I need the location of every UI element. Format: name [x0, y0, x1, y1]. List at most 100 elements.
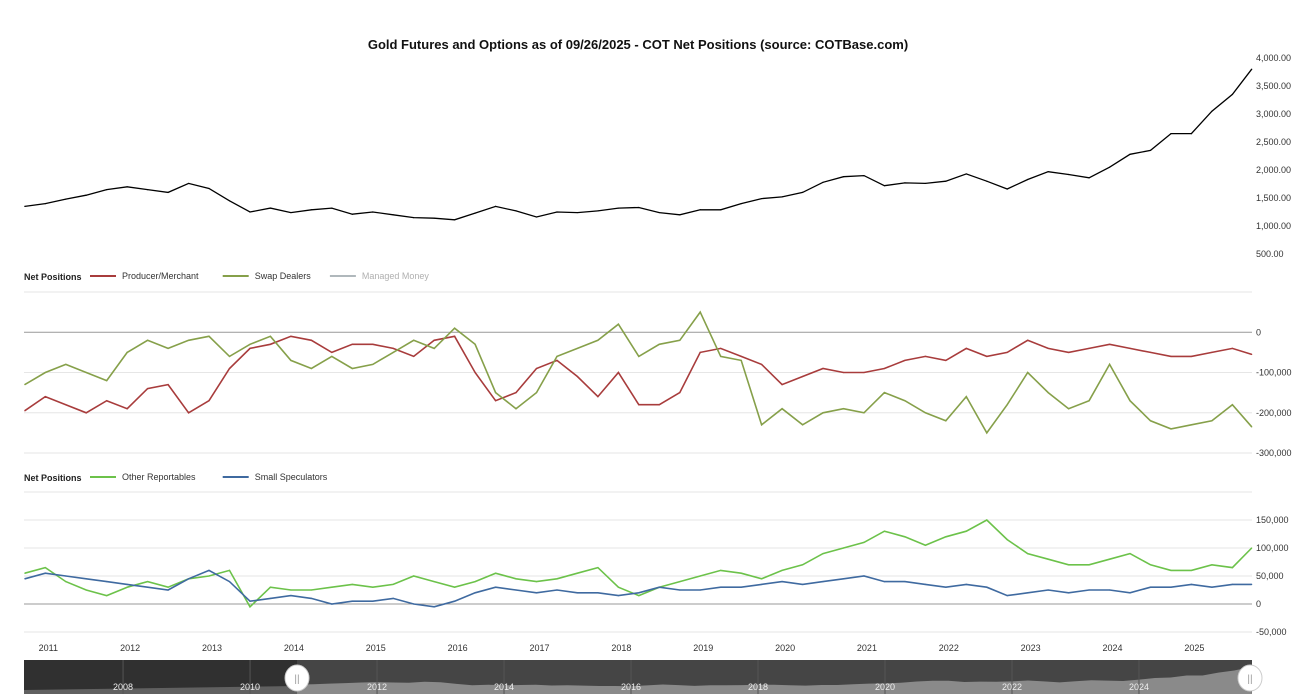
legend-label[interactable]: Swap Dealers: [255, 271, 312, 281]
x-tick-label: 2023: [1021, 643, 1041, 653]
data-point: [1006, 595, 1008, 597]
data-point: [904, 400, 906, 402]
legend-item[interactable]: Small Speculators: [222, 472, 328, 482]
data-point: [1108, 363, 1111, 366]
data-point: [208, 569, 210, 572]
x-tick-label: 2024: [1103, 643, 1123, 653]
data-point: [85, 589, 87, 591]
data-point: [65, 581, 67, 583]
data-point: [85, 412, 87, 414]
x-tick-label: 2022: [939, 643, 959, 653]
y-tick-label: 3,000.00: [1256, 109, 1291, 119]
data-point: [494, 572, 497, 574]
y-tick-label: 2,000.00: [1256, 165, 1291, 175]
data-point: [617, 323, 619, 325]
data-point: [576, 211, 579, 214]
data-point: [1190, 569, 1193, 572]
legend-label[interactable]: Small Speculators: [255, 472, 328, 482]
data-point: [187, 339, 190, 341]
y-tick-label: 1,500.00: [1256, 193, 1291, 203]
data-point: [147, 388, 149, 390]
data-point: [1108, 343, 1111, 345]
data-point: [945, 586, 947, 588]
data-point: [1068, 592, 1070, 594]
data-point: [24, 383, 26, 386]
data-point: [986, 432, 988, 434]
data-point: [331, 603, 333, 605]
data-point: [269, 343, 272, 345]
legend-label[interactable]: Managed Money: [362, 271, 430, 281]
data-point: [679, 392, 681, 394]
data-point: [965, 396, 967, 398]
data-point: [720, 586, 722, 588]
data-point: [413, 355, 415, 357]
data-point: [290, 595, 292, 597]
data-point: [1231, 404, 1233, 406]
data-point: [638, 206, 640, 209]
data-point: [781, 569, 783, 572]
panel-2: -300,000 -200,000 -100,000 0: [24, 291, 1292, 458]
data-point: [842, 547, 845, 549]
data-point: [290, 335, 292, 337]
data-point: [44, 396, 46, 398]
navigator-tick-label: 2016: [621, 682, 641, 692]
legend-title: Net Positions: [24, 272, 82, 282]
data-point: [781, 581, 783, 583]
data-point: [167, 347, 169, 349]
data-point: [44, 371, 46, 374]
handle-grip-icon: [1237, 664, 1263, 692]
data-point: [474, 592, 476, 594]
y-tick-label: 3,500.00: [1256, 81, 1291, 91]
data-point: [147, 189, 149, 191]
data-point: [1068, 564, 1070, 566]
series-line-price: [24, 68, 1253, 221]
x-tick-label: 2019: [693, 643, 713, 653]
data-point: [965, 173, 967, 175]
data-point: [494, 205, 497, 207]
data-point: [249, 600, 251, 602]
data-point: [801, 375, 804, 378]
data-point: [576, 375, 579, 378]
panel-1: 500.00 1,000.00 1,500.00 2,000.00 2,500.00 3,…: [24, 53, 1291, 259]
data-point: [597, 339, 599, 341]
navigator-handle-left[interactable]: ||: [284, 664, 310, 692]
data-point: [474, 212, 476, 214]
x-tick-label: 2015: [366, 643, 386, 653]
data-point: [720, 355, 722, 357]
chart-title: Gold Futures and Options as of 09/26/202…: [368, 37, 908, 52]
legend-label[interactable]: Producer/Merchant: [122, 271, 199, 281]
data-point: [535, 367, 538, 370]
data-point: [1027, 371, 1029, 374]
y-tick-label: -200,000: [1256, 408, 1292, 418]
data-point: [106, 189, 108, 191]
navigator-handle-right[interactable]: ||: [1237, 664, 1263, 692]
legend-item[interactable]: Producer/Merchant: [90, 271, 199, 281]
legend-label[interactable]: Other Reportables: [122, 472, 196, 482]
legend-item[interactable]: Managed Money: [329, 271, 430, 281]
data-point: [331, 355, 333, 357]
data-point: [658, 404, 660, 406]
data-point: [1129, 347, 1131, 349]
data-point: [44, 572, 46, 574]
legend-title: Net Positions: [24, 473, 82, 483]
data-point: [208, 575, 210, 577]
data-point: [863, 575, 865, 577]
data-point: [1006, 351, 1008, 353]
data-point: [126, 351, 128, 353]
x-tick-label: 2018: [611, 643, 631, 653]
data-point: [822, 412, 824, 414]
data-point: [454, 586, 456, 588]
data-point: [1068, 173, 1070, 176]
data-point: [986, 355, 988, 357]
navigator[interactable]: 2008 2010 2012 2014 2016 2018 2020 2022 2024 || ||: [24, 660, 1263, 694]
data-point: [1211, 351, 1213, 353]
data-point: [842, 176, 845, 178]
legend-item[interactable]: Other Reportables: [90, 472, 196, 482]
data-point: [1170, 133, 1172, 135]
legend-panel-3: Net Positions Other Reportables Small Spe…: [24, 472, 328, 483]
data-point: [515, 408, 517, 410]
data-point: [106, 581, 108, 583]
x-tick-label: 2017: [529, 643, 549, 653]
legend-item[interactable]: Swap Dealers: [222, 271, 312, 281]
data-point: [351, 583, 353, 586]
